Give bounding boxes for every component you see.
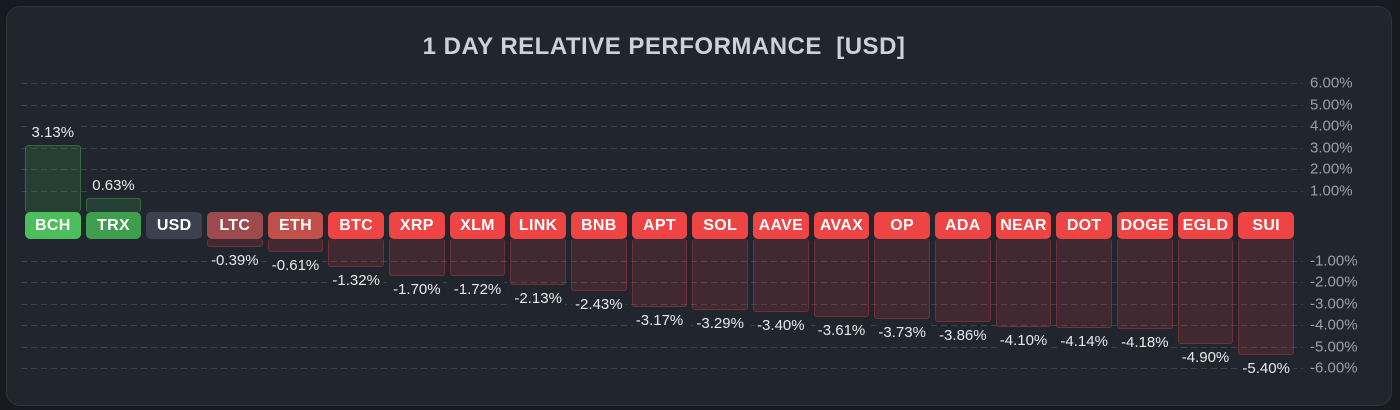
gridline-neg-3 bbox=[21, 303, 1303, 305]
value-label-near: -4.10% bbox=[996, 331, 1051, 351]
value-label-btc: -1.32% bbox=[329, 271, 383, 291]
bar-ada bbox=[935, 239, 991, 322]
value-label-avax: -3.61% bbox=[814, 320, 869, 340]
ticker-chip-xlm[interactable]: XLM bbox=[449, 212, 506, 239]
ticker-chip-egld[interactable]: EGLD bbox=[1177, 212, 1234, 239]
ticker-chip-btc[interactable]: BTC bbox=[328, 212, 384, 239]
ticker-chip-avax[interactable]: AVAX bbox=[813, 212, 870, 239]
gridline-pos-6 bbox=[21, 83, 1303, 84]
ticker-chip-link[interactable]: LINK bbox=[510, 212, 566, 239]
bar-bch bbox=[25, 144, 81, 212]
value-label-xlm: -1.72% bbox=[450, 279, 505, 299]
bar-eth bbox=[267, 239, 324, 253]
value-label-sol: -3.29% bbox=[693, 313, 747, 333]
y-axis-tick--4.00%: -4.00% bbox=[1310, 316, 1358, 334]
value-label-apt: -3.17% bbox=[632, 311, 687, 331]
value-label-bnb: -2.43% bbox=[572, 295, 626, 315]
bar-near bbox=[995, 239, 1052, 328]
value-label-aave: -3.40% bbox=[754, 316, 808, 336]
y-axis-tick-5.00%: 5.00% bbox=[1310, 96, 1353, 113]
y-axis-tick-4.00%: 4.00% bbox=[1310, 117, 1353, 135]
value-label-eth: -0.61% bbox=[268, 256, 323, 276]
ticker-chip-dot[interactable]: DOT bbox=[1056, 212, 1112, 239]
bar-apt bbox=[631, 239, 688, 308]
bar-op bbox=[874, 239, 930, 320]
ticker-chip-sui[interactable]: SUI bbox=[1238, 212, 1294, 239]
ticker-chip-xrp[interactable]: XRP bbox=[389, 212, 445, 239]
value-label-sui: -5.40% bbox=[1239, 359, 1293, 379]
ticker-chip-apt[interactable]: APT bbox=[631, 212, 688, 239]
value-label-xrp: -1.70% bbox=[390, 279, 444, 299]
y-axis-tick--6.00%: -6.00% bbox=[1310, 359, 1358, 377]
value-label-trx: 0.63% bbox=[89, 176, 138, 196]
y-axis-tick--3.00%: -3.00% bbox=[1310, 295, 1358, 312]
y-axis-tick-3.00%: 3.00% bbox=[1310, 139, 1353, 156]
gridline-neg-6 bbox=[21, 368, 1303, 369]
bar-egld bbox=[1177, 239, 1234, 345]
bar-avax bbox=[813, 239, 870, 317]
value-label-egld: -4.90% bbox=[1178, 348, 1233, 368]
value-label-doge: -4.18% bbox=[1118, 332, 1172, 352]
bar-xrp bbox=[389, 239, 445, 276]
gridline-pos-3 bbox=[21, 147, 1303, 149]
value-label-bch: 3.13% bbox=[28, 122, 78, 142]
value-label-dot: -4.14% bbox=[1057, 332, 1111, 351]
gridline-pos-5 bbox=[21, 104, 1303, 106]
y-axis-tick--2.00%: -2.00% bbox=[1310, 273, 1358, 291]
y-axis-tick--5.00%: -5.00% bbox=[1310, 338, 1358, 355]
ticker-chip-doge[interactable]: DOGE bbox=[1117, 212, 1173, 239]
ticker-chip-aave[interactable]: AAVE bbox=[753, 212, 809, 239]
bar-sol bbox=[692, 239, 748, 310]
bar-ltc bbox=[207, 239, 263, 248]
bar-doge bbox=[1117, 239, 1173, 329]
y-axis-tick--1.00%: -1.00% bbox=[1310, 252, 1358, 269]
ticker-chip-usd[interactable]: USD bbox=[146, 212, 202, 239]
chart-area: 6.00% 5.00% 4.00% 3.00% 2.00% 1.00% -1.00% -2.0… bbox=[7, 7, 1391, 405]
ticker-chip-bnb[interactable]: BNB bbox=[571, 212, 627, 239]
ticker-chip-eth[interactable]: ETH bbox=[267, 212, 324, 239]
ticker-chip-near[interactable]: NEAR bbox=[995, 212, 1052, 239]
bar-link bbox=[510, 239, 566, 285]
gridline-neg-1 bbox=[21, 260, 1303, 262]
gridline-pos-1 bbox=[21, 190, 1303, 192]
y-axis-tick-6.00%: 6.00% bbox=[1310, 74, 1353, 92]
value-label-op: -3.73% bbox=[875, 323, 929, 343]
value-label-ada: -3.86% bbox=[936, 325, 990, 345]
gridline-neg-2 bbox=[21, 282, 1303, 283]
bar-dot bbox=[1056, 239, 1112, 328]
bar-bnb bbox=[571, 239, 627, 292]
bar-xlm bbox=[449, 239, 506, 276]
ticker-chip-sol[interactable]: SOL bbox=[692, 212, 748, 239]
chart-panel: 1 DAY RELATIVE PERFORMANCE [USD] 6.00% 5.… bbox=[6, 6, 1392, 406]
ticker-chip-ada[interactable]: ADA bbox=[935, 212, 991, 239]
value-label-ltc: -0.39% bbox=[208, 251, 262, 271]
gridline-pos-4 bbox=[21, 126, 1303, 127]
bar-trx bbox=[85, 198, 142, 212]
value-label-link: -2.13% bbox=[511, 288, 565, 308]
chart-title: 1 DAY RELATIVE PERFORMANCE [USD] bbox=[422, 33, 906, 60]
bar-sui bbox=[1238, 239, 1294, 356]
ticker-chip-bch[interactable]: BCH bbox=[25, 212, 81, 239]
ticker-chip-ltc[interactable]: LTC bbox=[207, 212, 263, 239]
gridline-neg-5 bbox=[21, 346, 1303, 348]
bar-btc bbox=[328, 239, 384, 268]
bar-aave bbox=[753, 239, 809, 313]
ticker-chip-trx[interactable]: TRX bbox=[85, 212, 142, 239]
ticker-chip-op[interactable]: OP bbox=[874, 212, 930, 239]
y-axis-tick-1.00%: 1.00% bbox=[1310, 182, 1353, 199]
gridline-pos-2 bbox=[21, 169, 1303, 170]
y-axis-tick-2.00%: 2.00% bbox=[1310, 160, 1353, 178]
